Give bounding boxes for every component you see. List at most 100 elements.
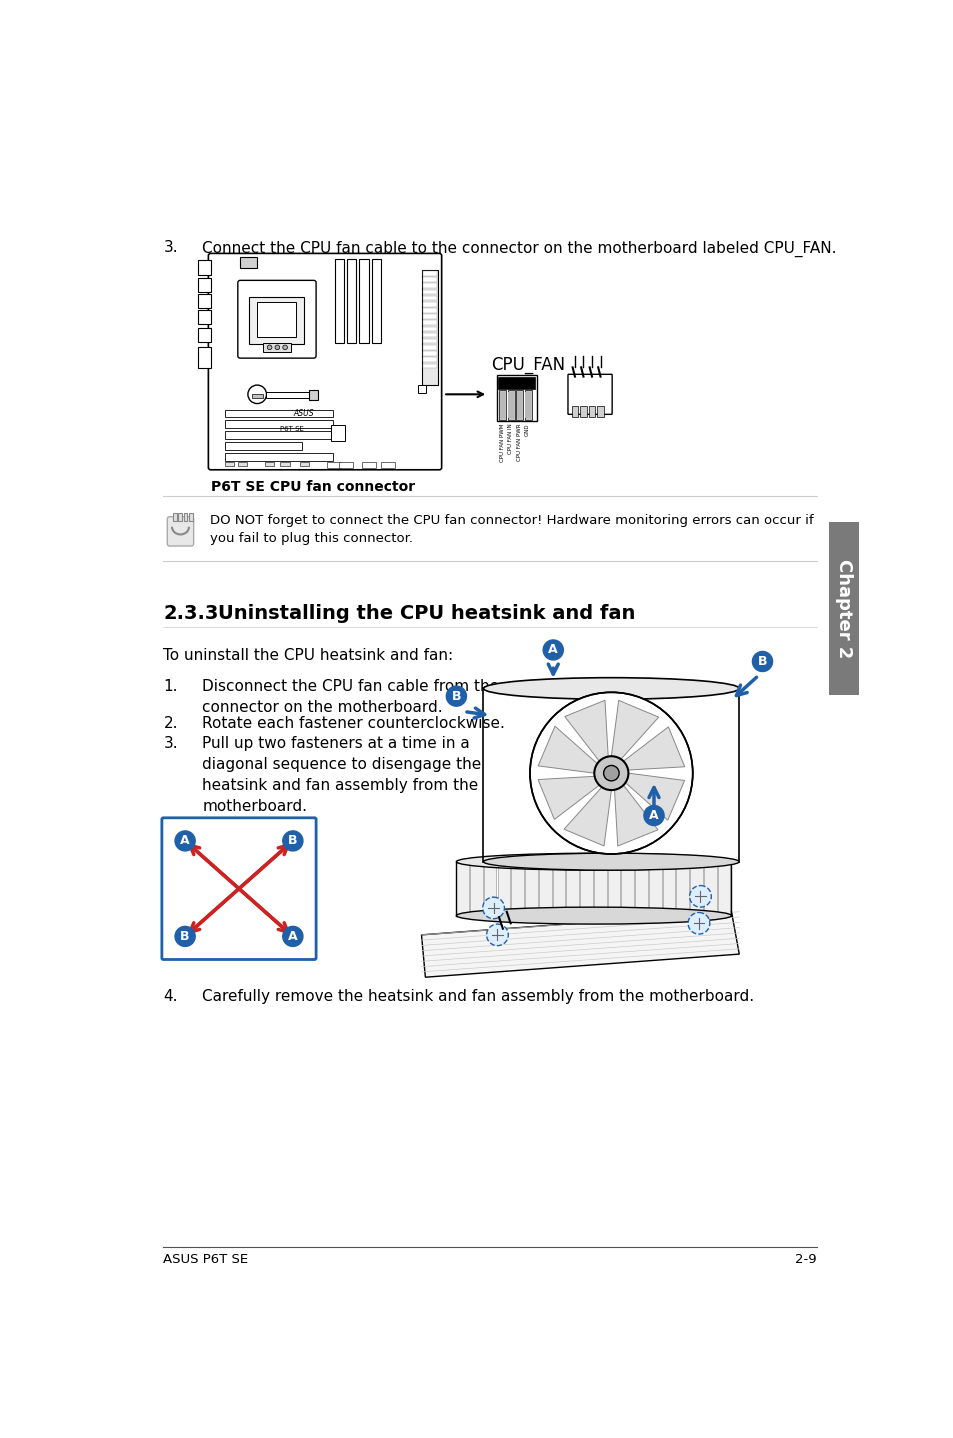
Circle shape (486, 925, 508, 946)
Bar (422, 332, 436, 338)
Bar (381, 462, 395, 469)
Text: 4.: 4. (163, 989, 178, 1004)
Bar (252, 394, 262, 398)
Polygon shape (564, 700, 608, 761)
Bar (327, 462, 340, 469)
Circle shape (603, 765, 618, 781)
Circle shape (248, 385, 266, 404)
Bar (422, 364, 436, 368)
Bar (517, 393, 521, 418)
Bar (257, 302, 295, 336)
Bar (372, 259, 381, 344)
Text: 2.: 2. (163, 716, 178, 731)
Bar (422, 272, 436, 276)
Bar (620, 861, 634, 916)
Circle shape (282, 345, 287, 349)
Bar (566, 861, 578, 916)
Circle shape (274, 345, 279, 349)
Text: 2-9: 2-9 (794, 1252, 816, 1265)
Bar (508, 393, 513, 418)
Polygon shape (614, 785, 658, 846)
Text: ASUS P6T SE: ASUS P6T SE (163, 1252, 249, 1265)
Bar (662, 861, 675, 916)
Bar (265, 462, 274, 466)
Circle shape (643, 805, 663, 825)
Bar (172, 513, 176, 521)
Text: CPU_FAN: CPU_FAN (491, 355, 565, 374)
Text: 3.: 3. (163, 240, 178, 256)
Polygon shape (563, 787, 611, 846)
Circle shape (530, 692, 692, 854)
Bar (422, 269, 437, 385)
Text: A: A (288, 930, 297, 943)
Bar (579, 406, 586, 417)
Text: 2.3.3: 2.3.3 (163, 604, 218, 623)
Bar (183, 513, 187, 521)
Bar (552, 861, 565, 916)
Polygon shape (421, 912, 739, 978)
Circle shape (174, 926, 195, 946)
Ellipse shape (456, 853, 731, 870)
Bar (538, 861, 551, 916)
Bar (198, 295, 211, 308)
Bar (224, 441, 302, 450)
Bar (224, 420, 333, 429)
Text: CPU FAN IN: CPU FAN IN (508, 424, 513, 454)
Bar (422, 351, 436, 355)
Bar (224, 431, 333, 439)
Bar (198, 278, 211, 292)
Text: B: B (180, 930, 190, 943)
Bar (249, 296, 303, 344)
Bar (594, 861, 606, 916)
Bar (237, 462, 247, 466)
Bar (266, 393, 309, 398)
Ellipse shape (483, 853, 739, 870)
FancyBboxPatch shape (208, 253, 441, 470)
Bar (483, 861, 496, 916)
Text: P6T SE: P6T SE (280, 426, 304, 433)
Text: To uninstall the CPU heatsink and fan:: To uninstall the CPU heatsink and fan: (163, 647, 453, 663)
Bar (347, 259, 356, 344)
Bar (309, 390, 318, 400)
Bar (189, 513, 193, 521)
Bar (828, 522, 858, 696)
Text: Chapter 2: Chapter 2 (834, 559, 852, 659)
Bar (422, 358, 436, 362)
Circle shape (482, 897, 504, 919)
Bar (422, 289, 436, 295)
Text: A: A (180, 834, 190, 847)
Circle shape (594, 756, 628, 789)
Bar (280, 462, 290, 466)
Bar (497, 861, 510, 916)
Text: CPU FAN PWM: CPU FAN PWM (499, 424, 504, 462)
Text: ASUS: ASUS (294, 408, 314, 418)
Bar (331, 426, 344, 440)
Text: A: A (548, 643, 558, 657)
Bar (240, 257, 257, 267)
Bar (422, 339, 436, 344)
Circle shape (282, 926, 303, 946)
FancyBboxPatch shape (167, 516, 193, 546)
FancyBboxPatch shape (567, 374, 612, 414)
Bar (498, 391, 505, 420)
Bar (338, 462, 353, 469)
Bar (717, 861, 730, 916)
Text: Carefully remove the heatsink and fan assembly from the motherboard.: Carefully remove the heatsink and fan as… (202, 989, 754, 1004)
Text: Rotate each fastener counterclockwise.: Rotate each fastener counterclockwise. (202, 716, 504, 731)
Bar (690, 861, 702, 916)
Text: Disconnect the CPU fan cable from the
connector on the motherboard.: Disconnect the CPU fan cable from the co… (202, 679, 498, 715)
Bar (524, 861, 537, 916)
FancyBboxPatch shape (237, 280, 315, 358)
Text: DO NOT forget to connect the CPU fan connector! Hardware monitoring errors can o: DO NOT forget to connect the CPU fan con… (210, 513, 813, 545)
Circle shape (282, 831, 303, 851)
Bar (418, 385, 426, 393)
Bar (299, 462, 309, 466)
Bar (422, 345, 436, 349)
Text: Uninstalling the CPU heatsink and fan: Uninstalling the CPU heatsink and fan (217, 604, 635, 623)
Text: CPU FAN PWR: CPU FAN PWR (517, 424, 521, 462)
Bar (571, 406, 578, 417)
Circle shape (542, 640, 562, 660)
Polygon shape (622, 726, 684, 769)
Bar (525, 393, 530, 418)
Bar (263, 342, 291, 352)
